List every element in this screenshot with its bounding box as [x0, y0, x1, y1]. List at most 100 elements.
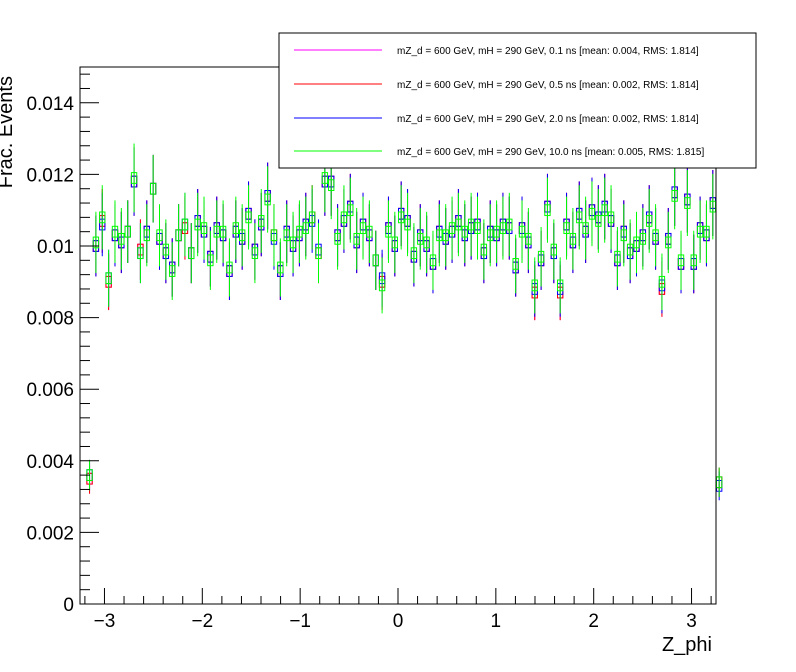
histogram-bin	[385, 225, 392, 238]
histogram-bin	[353, 232, 360, 245]
y-tick-label: 0.012	[26, 165, 74, 186]
histogram-bin	[239, 229, 246, 242]
histogram-bin	[169, 265, 176, 277]
histogram-bin	[111, 225, 119, 238]
histogram-bin	[143, 229, 150, 242]
histogram-bin	[461, 225, 468, 238]
y-tick-label: 0	[63, 595, 74, 616]
histogram-bin	[480, 243, 488, 256]
y-tick-label: 0.01	[37, 237, 74, 258]
x-axis-title: Z_phi	[662, 634, 712, 656]
histogram-bin	[639, 232, 647, 245]
histogram-bin	[671, 190, 678, 202]
histogram-bin	[652, 229, 659, 242]
histogram-bin	[366, 225, 373, 238]
x-tick-label: −2	[191, 611, 213, 632]
histogram-bin	[226, 261, 233, 274]
histogram-bin	[595, 215, 602, 227]
legend-label: mZ_d = 600 GeV, mH = 290 GeV, 0.1 ns [me…	[397, 46, 699, 57]
x-tick-label: 2	[588, 611, 599, 632]
axis-ticks: −3 −2 −1 0 1 2 3 0 0.002 0.004 0.006 0.008 0.01 0.012…	[26, 73, 712, 632]
histogram-bin	[696, 225, 704, 238]
histogram-bin	[512, 258, 519, 270]
histogram-bin	[207, 254, 214, 267]
histogram-bin	[614, 250, 621, 263]
histogram-bin	[328, 179, 335, 192]
histogram-bin	[302, 222, 309, 234]
histogram-bin	[467, 218, 475, 231]
histogram-bin	[690, 254, 697, 267]
histogram-bin	[347, 204, 354, 217]
histogram-bin	[321, 172, 329, 184]
histogram-bin	[188, 247, 195, 260]
histogram-bin	[251, 247, 259, 260]
histogram-bin	[499, 222, 507, 234]
histogram-bin	[194, 218, 201, 231]
histogram-bin	[665, 236, 672, 249]
histogram-bin	[99, 211, 106, 224]
histogram-bin	[525, 232, 532, 245]
histogram-bin	[677, 254, 685, 267]
histogram-bin	[487, 229, 494, 242]
histogram-bin	[340, 211, 348, 224]
histogram-bin	[620, 229, 627, 242]
histogram-bin	[607, 211, 615, 224]
legend-box	[278, 32, 757, 169]
histogram-bin	[181, 218, 189, 231]
y-tick-label: 0.014	[26, 94, 74, 115]
histogram-bin	[633, 236, 640, 249]
histogram-bin	[506, 218, 513, 231]
histogram-bin	[646, 215, 653, 227]
y-tick-label: 0.004	[26, 452, 74, 473]
histogram-bin	[289, 236, 297, 249]
histogram-bin	[703, 225, 710, 238]
legend: mZ_d = 600 GeV, mH = 290 GeV, 0.1 ns [me…	[278, 32, 757, 169]
histogram-bin	[219, 225, 227, 238]
histogram-bin	[245, 211, 252, 224]
histogram-bin	[626, 243, 634, 256]
histogram-bin	[391, 236, 399, 249]
histogram-bin	[258, 215, 265, 227]
histogram-bin	[423, 236, 430, 249]
histogram-bin	[277, 261, 284, 274]
histogram-bin	[149, 182, 157, 195]
y-tick-label: 0.008	[26, 309, 74, 330]
histogram-bin	[175, 229, 182, 242]
histogram-bin	[588, 207, 596, 220]
histogram-bin	[563, 222, 570, 234]
histogram-bin	[308, 211, 316, 224]
y-tick-label: 0.006	[26, 380, 74, 401]
histogram-bin	[315, 247, 322, 260]
y-tick-label: 0.002	[26, 523, 74, 544]
legend-label: mZ_d = 600 GeV, mH = 290 GeV, 2.0 ns [me…	[397, 114, 699, 125]
histogram-bin	[658, 275, 666, 288]
histogram-bin	[92, 236, 100, 249]
x-tick-label: 3	[686, 611, 697, 632]
histogram-bin	[137, 247, 144, 260]
x-tick-label: 0	[393, 611, 404, 632]
histogram-bin	[270, 229, 278, 242]
legend-label: mZ_d = 600 GeV, mH = 290 GeV, 0.5 ns [me…	[397, 80, 699, 91]
legend-label: mZ_d = 600 GeV, mH = 290 GeV, 10.0 ns [m…	[397, 147, 704, 158]
histogram-bin	[372, 254, 379, 267]
x-tick-label: −3	[94, 611, 116, 632]
histogram-bin	[378, 279, 386, 292]
histogram-bin	[550, 243, 558, 256]
histogram-bin	[398, 211, 405, 224]
histogram-bin	[200, 222, 208, 234]
histogram-bin	[124, 225, 131, 238]
histogram-bin	[474, 222, 481, 234]
histogram-bin	[296, 225, 303, 238]
histogram-bin	[118, 232, 125, 245]
histogram-bin	[601, 204, 608, 217]
histogram-bin	[455, 218, 462, 231]
histogram-bin	[156, 229, 163, 242]
histogram-bin	[493, 225, 500, 238]
histogram-bin	[417, 232, 424, 245]
histogram-bin	[404, 218, 411, 231]
histogram-bin	[410, 247, 418, 260]
histogram-bin	[582, 222, 589, 234]
histogram-bin	[264, 193, 271, 206]
y-axis-title: Frac. Events	[0, 76, 17, 188]
